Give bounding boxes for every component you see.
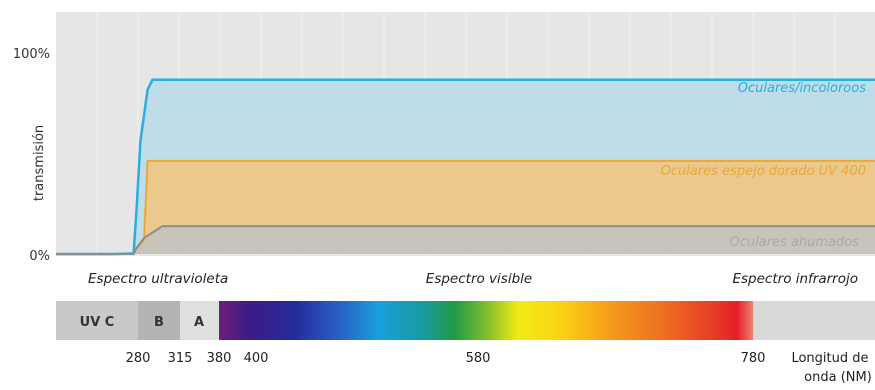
region-ultravioleta: Espectro ultravioleta	[88, 271, 228, 287]
region-visible: Espectro visible	[426, 271, 532, 287]
x-axis-label-line2: onda (NM)	[804, 370, 872, 385]
y-tick-100: 100%	[13, 47, 50, 62]
x-tick-400: 400	[244, 351, 269, 366]
series-label-ahumados: Oculares ahumados	[730, 235, 860, 250]
x-tick-580: 580	[466, 351, 491, 366]
visible-spectrum-band	[219, 301, 753, 340]
uva-label: A	[194, 315, 204, 330]
x-tick-labels: 280 315 380 400 580 780	[126, 351, 766, 366]
series-label-incoloroos: Oculares/incoloroos	[738, 81, 866, 96]
x-axis-label-line1: Longitud de	[791, 351, 868, 366]
uvb-label: B	[154, 315, 164, 330]
region-infrarrojo: Espectro infrarrojo	[732, 271, 858, 287]
x-tick-780: 780	[741, 351, 766, 366]
uvc-label: UV C	[80, 315, 115, 330]
series-label-espejo-dorado: Oculares espejo dorado UV 400	[661, 164, 866, 179]
x-tick-315: 315	[168, 351, 193, 366]
x-tick-380: 380	[207, 351, 232, 366]
y-axis-label: transmisión	[32, 125, 47, 201]
y-tick-0: 0%	[29, 249, 50, 264]
x-tick-280: 280	[126, 351, 151, 366]
